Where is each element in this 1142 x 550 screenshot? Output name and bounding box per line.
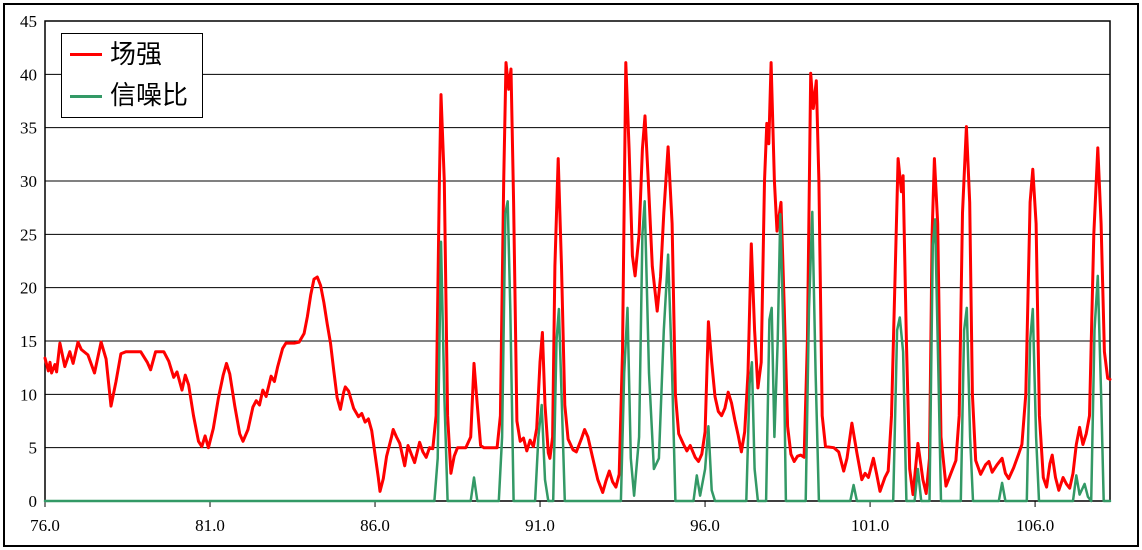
y-tick-label: 15 (20, 332, 37, 351)
x-tick-label: 86.0 (360, 516, 390, 535)
x-tick-label: 101.0 (851, 516, 889, 535)
chart-legend: 场强 信噪比 (61, 33, 203, 118)
x-tick-label: 106.0 (1016, 516, 1054, 535)
field-strength-line (43, 61, 1112, 497)
y-tick-label: 0 (29, 492, 38, 511)
plot-border (44, 20, 1111, 502)
x-tick-label: 81.0 (195, 516, 225, 535)
y-tick-label: 20 (20, 279, 37, 298)
y-tick-label: 45 (20, 12, 37, 31)
y-tick-label: 40 (20, 65, 37, 84)
y-tick-label: 25 (20, 225, 37, 244)
x-tick-label: 91.0 (525, 516, 555, 535)
y-tick-label: 10 (20, 385, 37, 404)
snr-line-swatch (70, 94, 102, 98)
legend-label-snr: 信噪比 (110, 81, 189, 111)
field-strength-line-swatch (70, 53, 102, 57)
legend-item-snr: 信噪比 (70, 83, 202, 109)
y-tick-label: 30 (20, 172, 37, 191)
x-tick-label: 96.0 (690, 516, 720, 535)
legend-label-field-strength: 场强 (110, 39, 163, 69)
snr-line (43, 200, 1112, 503)
x-tick-label: 76.0 (30, 516, 60, 535)
y-tick-label: 5 (29, 439, 38, 458)
y-tick-label: 35 (20, 119, 37, 138)
legend-item-field-strength: 场强 (70, 39, 202, 69)
